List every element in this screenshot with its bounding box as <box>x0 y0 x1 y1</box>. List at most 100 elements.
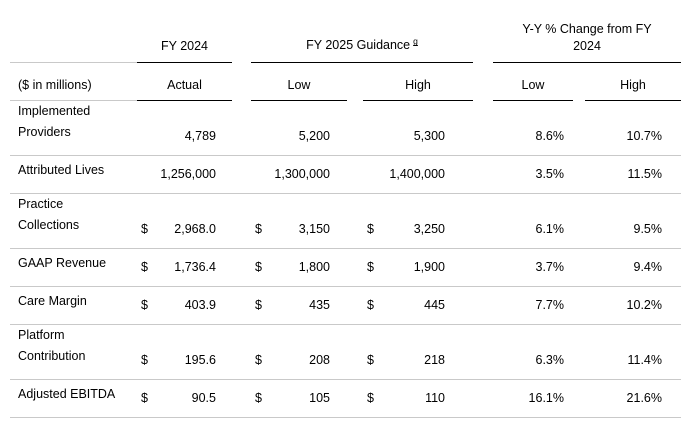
cell-actual: $195.6 <box>137 324 232 379</box>
column-gap <box>573 155 585 193</box>
column-gap <box>232 193 251 248</box>
cell-actual: $403.9 <box>137 286 232 324</box>
cell-value: 2,968.0 <box>174 221 216 236</box>
currency-symbol: $ <box>367 221 374 236</box>
column-group-fy2024: FY 2024 <box>137 10 232 63</box>
currency-symbol: $ <box>255 221 262 236</box>
row-label: Attributed Lives <box>18 162 105 177</box>
cell-actual: $90.5 <box>137 379 232 417</box>
footnote-marker-g[interactable]: g <box>413 36 418 47</box>
currency-symbol: $ <box>367 352 374 367</box>
cell-guidance-low: $3,150 <box>251 193 347 248</box>
column-gap <box>473 379 493 417</box>
cell-value: 110 <box>425 390 445 405</box>
cell-actual: $2,968.0 <box>137 193 232 248</box>
cell-yy-high: 9.4% <box>633 259 663 274</box>
cell-yy-low: 6.1% <box>535 221 565 236</box>
cell-value: 195.6 <box>184 352 216 367</box>
column-gap <box>573 248 585 286</box>
column-gap <box>347 379 363 417</box>
table-row-platform-contribution: Platform Contribution $195.6 $208 $218 6… <box>10 324 681 379</box>
cell-yy-high: 9.5% <box>633 221 663 236</box>
table-row-attributed-lives: Attributed Lives 1,256,000 1,300,000 1,4… <box>10 155 681 193</box>
currency-symbol: $ <box>141 221 148 236</box>
column-gap <box>573 62 585 100</box>
cell-yy-low: 8.6% <box>535 128 565 143</box>
cell-actual: $1,736.4 <box>137 248 232 286</box>
sub-header-row: ($ in millions) Actual Low High Low High <box>10 62 681 101</box>
cell-value: 90.5 <box>191 390 216 405</box>
header-guidance-high: High <box>363 62 473 101</box>
cell-guidance-high: 1,400,000 <box>389 166 445 181</box>
currency-symbol: $ <box>255 352 262 367</box>
column-gap <box>232 62 251 100</box>
cell-guidance-high: $218 <box>363 324 473 379</box>
currency-symbol: $ <box>141 259 148 274</box>
column-gap <box>473 248 493 286</box>
cell-guidance-low: $1,800 <box>251 248 347 286</box>
column-gap <box>232 100 251 155</box>
cell-yy-high: 10.2% <box>626 297 662 312</box>
column-gap <box>232 379 251 417</box>
column-gap <box>573 286 585 324</box>
column-gap <box>473 100 493 155</box>
cell-yy-high: 11.5% <box>627 166 662 181</box>
currency-symbol: $ <box>255 259 262 274</box>
header-yy-high: High <box>585 62 681 101</box>
column-gap <box>473 62 493 100</box>
cell-value: 208 <box>309 352 330 367</box>
table-row-practice-collections: Practice Collections $2,968.0 $3,150 $3,… <box>10 193 681 248</box>
cell-guidance-high: 5,300 <box>413 128 445 143</box>
column-gap <box>473 324 493 379</box>
cell-actual: 1,256,000 <box>160 166 216 181</box>
column-gap <box>347 100 363 155</box>
cell-value: 1,736.4 <box>174 259 216 274</box>
header-actual: Actual <box>137 62 232 101</box>
row-label: Platform Contribution <box>18 327 86 363</box>
column-gap <box>347 324 363 379</box>
cell-guidance-low: 1,300,000 <box>274 166 330 181</box>
currency-symbol: $ <box>255 297 262 312</box>
cell-guidance-high: $110 <box>363 379 473 417</box>
column-gap <box>473 193 493 248</box>
cell-guidance-high: $1,900 <box>363 248 473 286</box>
column-gap <box>573 193 585 248</box>
table-row-care-margin: Care Margin $403.9 $435 $445 7.7% 10.2% <box>10 286 681 324</box>
column-gap <box>573 324 585 379</box>
column-group-header-row: FY 2024 FY 2025 Guidance g Y-Y % Change f… <box>10 10 681 63</box>
column-gap <box>347 286 363 324</box>
column-gap <box>347 155 363 193</box>
column-gap <box>573 379 585 417</box>
column-group-fy2025-guidance: FY 2025 Guidance g <box>251 10 473 63</box>
table-row-gaap-revenue: GAAP Revenue $1,736.4 $1,800 $1,900 3.7%… <box>10 248 681 286</box>
cell-guidance-low: 5,200 <box>298 128 330 143</box>
cell-guidance-low: $208 <box>251 324 347 379</box>
column-gap <box>232 10 251 62</box>
cell-value: 1,900 <box>413 259 445 274</box>
cell-yy-high: 11.4% <box>627 352 662 367</box>
column-gap <box>473 286 493 324</box>
currency-symbol: $ <box>141 352 148 367</box>
currency-symbol: $ <box>255 390 262 405</box>
cell-yy-low: 3.7% <box>535 259 565 274</box>
cell-value: 1,800 <box>298 259 330 274</box>
column-gap <box>232 248 251 286</box>
row-label: Adjusted EBITDA <box>18 386 116 401</box>
column-gap <box>232 324 251 379</box>
cell-value: 403.9 <box>184 297 216 312</box>
cell-value: 105 <box>309 390 330 405</box>
currency-symbol: $ <box>367 297 374 312</box>
column-gap <box>232 155 251 193</box>
currency-symbol: $ <box>141 297 148 312</box>
header-yy-low: Low <box>493 62 573 101</box>
header-guidance-low: Low <box>251 62 347 101</box>
row-label: Practice Collections <box>18 196 80 232</box>
cell-guidance-high: $3,250 <box>363 193 473 248</box>
cell-yy-high: 21.6% <box>626 390 662 405</box>
row-label: Implemented Providers <box>18 103 91 139</box>
row-label: GAAP Revenue <box>18 255 107 270</box>
cell-value: 435 <box>309 297 330 312</box>
yy-change-label: Y-Y % Change from FY 2024 <box>522 21 652 53</box>
column-gap <box>573 100 585 155</box>
fy2025-guidance-label: FY 2025 Guidance <box>306 38 411 53</box>
